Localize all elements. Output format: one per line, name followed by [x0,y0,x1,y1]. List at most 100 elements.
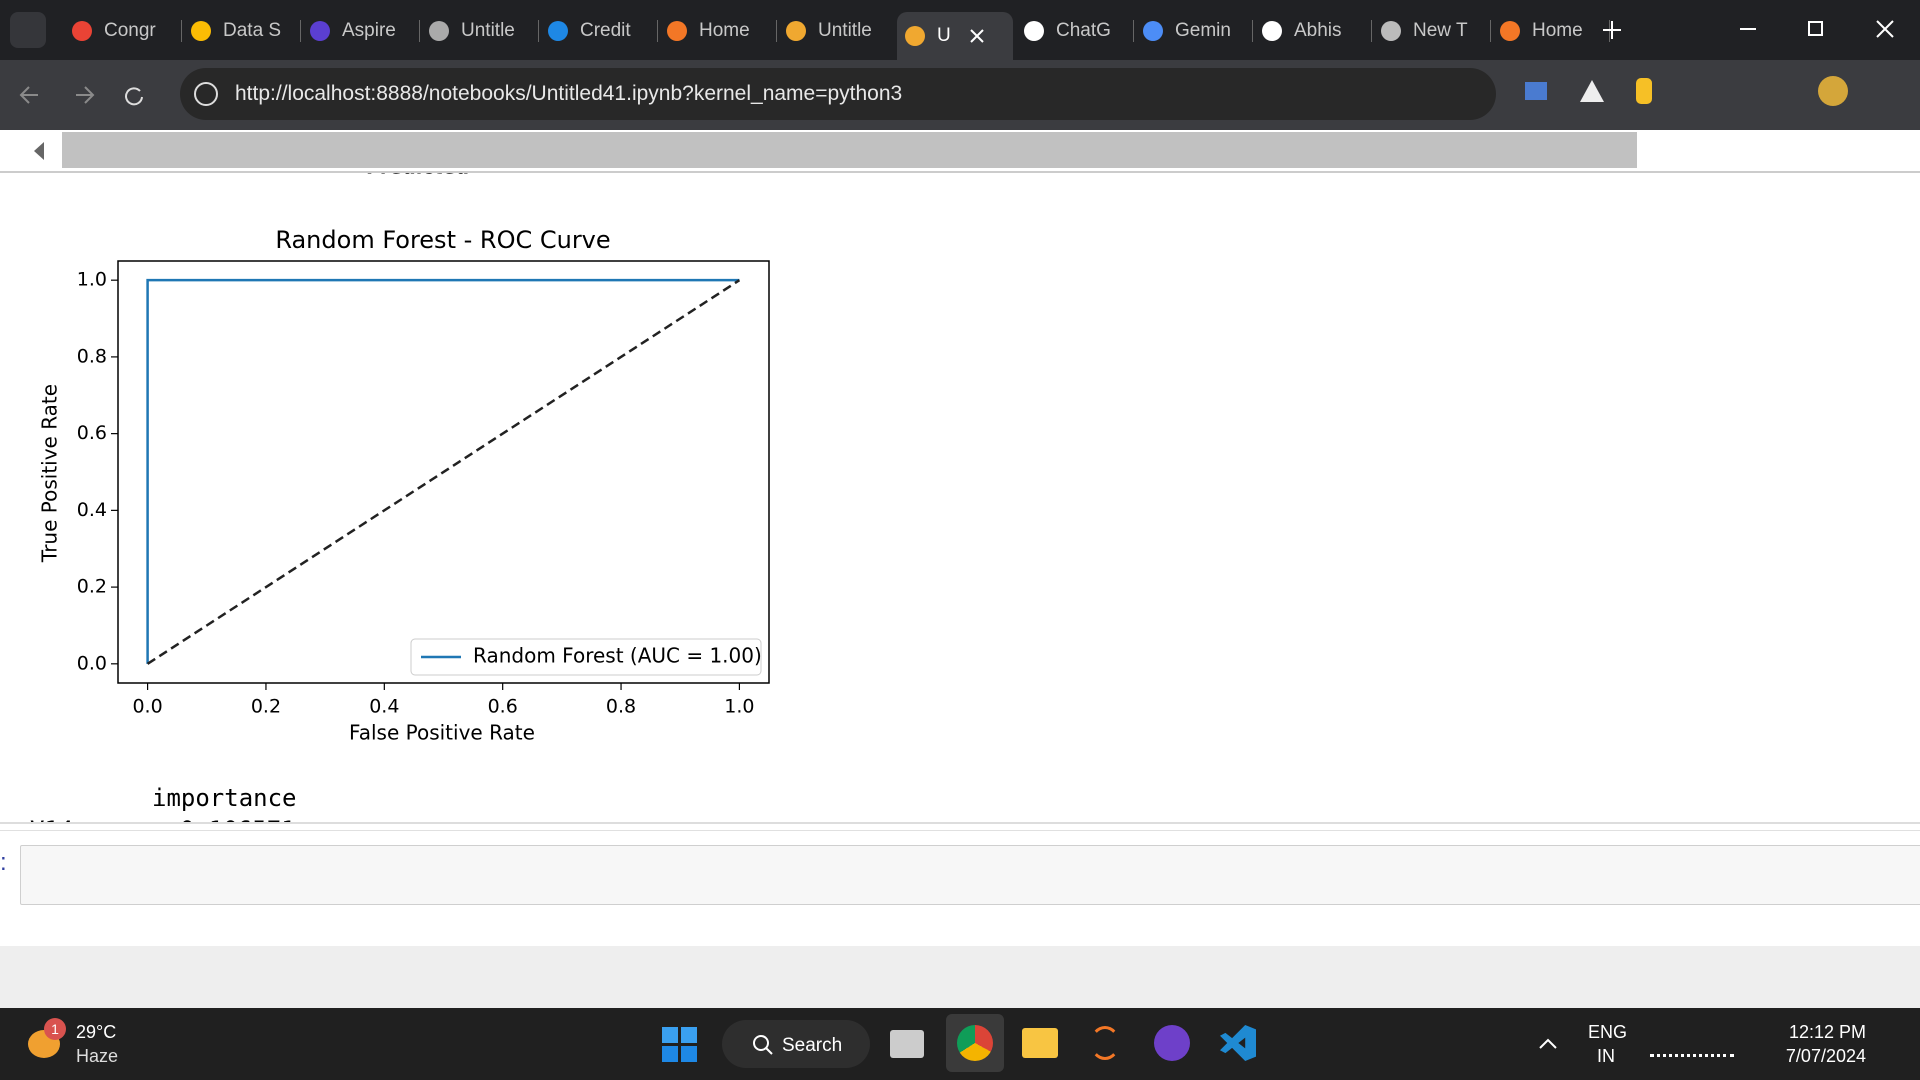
browser-tab[interactable]: Home [659,12,775,50]
tab-separator [181,20,182,42]
new-tab[interactable] [1601,19,1623,41]
output-header: importance [152,784,297,812]
browser-tab[interactable]: Untitle [778,12,894,50]
tab-title: Untitle [461,20,515,41]
tab-favicon [1381,21,1401,41]
jupyter-app[interactable] [1090,1026,1120,1060]
x-axis-label: False Positive Rate [349,721,535,745]
roc-line [146,278,740,664]
browser-tab[interactable]: New T [1373,12,1489,50]
browser-tab[interactable]: Untitle [421,12,537,50]
tab-search-button[interactable] [10,12,46,48]
tab-favicon [72,21,92,41]
nav-buttons[interactable] [18,82,148,108]
vscode-app[interactable] [1220,1025,1256,1061]
tab-separator [1133,20,1134,42]
file-explorer-app[interactable] [1022,1028,1058,1058]
chart: Predicted Random Forest - ROC Curve Fals… [38,157,770,745]
chrome-app[interactable] [946,1014,1004,1072]
tab-favicon [667,21,687,41]
browser-tab[interactable]: Abhis [1254,12,1370,50]
window-controls [1740,20,1894,38]
code-input[interactable] [20,845,1920,905]
tab-separator [1490,20,1491,42]
taskbar: 1 29°C Haze Search ENG IN 12:12 PM 7/07/… [0,1008,1920,1080]
browser-tab[interactable]: Credit [540,12,656,50]
legend-label: Random Forest (AUC = 1.00) [473,644,762,668]
time[interactable]: 12:12 PM [1788,1022,1866,1042]
tab-favicon [1143,21,1163,41]
tab-title: Home [1532,20,1583,41]
tab-strip: Congr Data S Aspire Untitle Credit Home Untitl… [0,0,1920,60]
y-tick-label: 0.0 [77,652,107,674]
tab-title: Data S [223,20,282,41]
tab-title: Gemin [1175,20,1231,41]
tab-favicon [905,26,925,46]
y-tick-label: 0.2 [77,576,107,598]
tab-separator [1371,20,1372,42]
date[interactable]: 7/07/2024 [1785,1046,1866,1066]
y-axis-label: True Positive Rate [38,384,62,563]
profile-avatar[interactable] [1818,76,1848,106]
browser-tab[interactable]: Congr [64,12,180,50]
tab-title: Congr [104,20,156,41]
notebook-footer [0,946,1920,1008]
y-tick-label: 1.0 [77,269,107,291]
tab-title: Credit [580,20,631,41]
tab-favicon [429,21,449,41]
tab-favicon [191,21,211,41]
tab-title: Aspire [342,20,396,41]
tab-title: ChatG [1056,20,1111,41]
search-box[interactable]: Search [722,1020,870,1068]
prompt-marker: : [0,849,7,876]
browser-tab[interactable]: Gemin [1135,12,1251,50]
tab-favicon [548,21,568,41]
y-tick-label: 0.4 [77,499,107,521]
weather: Haze [76,1046,119,1066]
tab-separator [419,20,420,42]
tab-close[interactable] [969,28,985,44]
extension-icon[interactable] [1525,82,1547,100]
extension-icon[interactable] [1636,78,1652,104]
show-hidden-icons[interactable] [1538,1036,1558,1050]
restore[interactable] [1808,21,1823,36]
task-view[interactable] [890,1030,924,1058]
start-button[interactable] [662,1027,698,1063]
scroll-left[interactable] [34,142,44,160]
url[interactable]: http://localhost:8888/notebooks/Untitled… [235,82,903,105]
x-tick-label: 1.0 [724,696,754,718]
tab-title: Untitle [818,20,872,41]
browser-tab[interactable]: Aspire [302,12,418,50]
site-info-icon[interactable] [194,82,218,106]
tab-favicon [1024,21,1044,41]
tab-favicon [1262,21,1282,41]
region[interactable]: IN [1597,1046,1615,1066]
input-cell-area: : [0,830,1920,947]
toolbar: http://localhost:8888/notebooks/Untitled… [0,60,1920,130]
browser-tab[interactable]: Data S [183,12,299,50]
extension-icon[interactable] [1580,80,1604,102]
system-tray[interactable] [1650,1034,1734,1057]
tab-title: U [937,25,951,46]
y-tick-label: 0.6 [77,422,107,444]
temperature: 29°C [76,1022,117,1042]
tab-title: Home [699,20,750,41]
address-bar[interactable]: http://localhost:8888/notebooks/Untitled… [180,68,1496,120]
x-tick-label: 0.2 [251,696,281,718]
x-tick-label: 0.6 [488,696,518,718]
browser-tab[interactable]: Home [1492,12,1608,50]
tab-separator [657,20,658,42]
language[interactable]: ENG [1588,1022,1628,1042]
browser-tab[interactable]: ChatG [1016,12,1132,50]
x-tick-label: 0.4 [369,696,399,718]
tab-title: Abhis [1294,20,1342,41]
output-divider [0,822,1920,832]
github-app[interactable] [1154,1025,1190,1061]
x-tick-label: 0.8 [606,696,636,718]
tab-separator [538,20,539,42]
tab-favicon [1500,21,1520,41]
scroll-thumb[interactable] [62,132,1637,168]
browser-tab[interactable]: U [897,12,1013,60]
close-window[interactable] [1876,20,1894,38]
